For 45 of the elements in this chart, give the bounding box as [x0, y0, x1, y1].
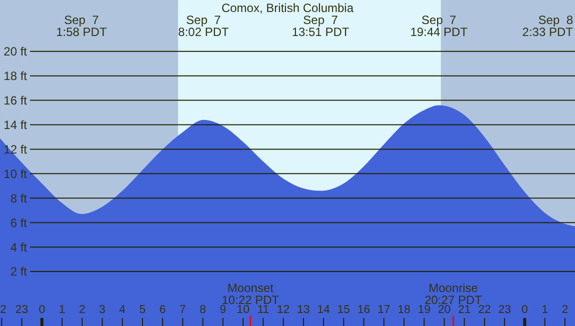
- y-tick-label: 8 ft: [10, 191, 28, 206]
- annotation: Sep 7 19:44 PDT: [410, 13, 468, 39]
- x-tick-label: 4: [119, 304, 126, 316]
- y-tick-label: 20 ft: [4, 44, 28, 59]
- annotation: Sep 7 1:58 PDT: [56, 13, 108, 39]
- y-tick-label: 16 ft: [4, 94, 28, 108]
- x-tick-label: 17: [377, 304, 390, 316]
- x-tick-label: 5: [139, 304, 146, 316]
- x-tick-label: 8: [200, 304, 206, 316]
- x-tick-label: 23: [15, 304, 28, 316]
- annotation: Sep 7 13:51 PDT: [292, 13, 350, 39]
- x-tick-label: 18: [398, 304, 410, 316]
- x-tick-label: 15: [337, 304, 350, 316]
- x-tick-label: 2: [562, 304, 568, 316]
- x-tick-label: 0: [522, 304, 528, 316]
- chart-title: Comox, British Columbia: [221, 1, 354, 15]
- x-tick-label: 23: [498, 304, 511, 316]
- x-tick-label: 16: [357, 304, 370, 316]
- x-tick-label: 6: [159, 304, 166, 316]
- x-tick-label: 11: [257, 304, 270, 316]
- y-tick-label: 12 ft: [4, 142, 28, 156]
- annotation: Sep 8 2:33 PDT: [522, 13, 574, 39]
- y-tick-label: 4 ft: [10, 240, 28, 254]
- x-tick-label: 21: [458, 304, 471, 316]
- y-tick-label: 14 ft: [4, 118, 28, 132]
- x-tick-label: 12: [276, 304, 290, 316]
- annotation: Sep 7 8:02 PDT: [178, 13, 230, 39]
- y-tick-label: 6 ft: [10, 216, 28, 230]
- y-tick-label: 10 ft: [4, 166, 28, 181]
- x-tick-label: 14: [317, 304, 331, 316]
- y-tick-label: 18 ft: [4, 69, 28, 84]
- x-tick-label: 13: [297, 304, 310, 316]
- x-tick-label: 2: [78, 304, 86, 316]
- x-tick-label: 10: [236, 304, 250, 316]
- y-tick-label: 2 ft: [10, 264, 28, 279]
- x-tick-label: 2: [0, 304, 6, 316]
- x-tick-label: 22: [478, 304, 491, 316]
- x-tick-label: 3: [99, 304, 106, 316]
- x-tick-label: 9: [220, 304, 226, 316]
- x-tick-label: 7: [180, 304, 186, 316]
- x-tick-label: 1: [542, 304, 548, 316]
- x-tick-label: 19: [418, 304, 431, 316]
- x-tick-label: 20: [438, 304, 451, 316]
- x-tick-label: 1: [58, 304, 66, 316]
- x-tick-label: 0: [38, 304, 46, 316]
